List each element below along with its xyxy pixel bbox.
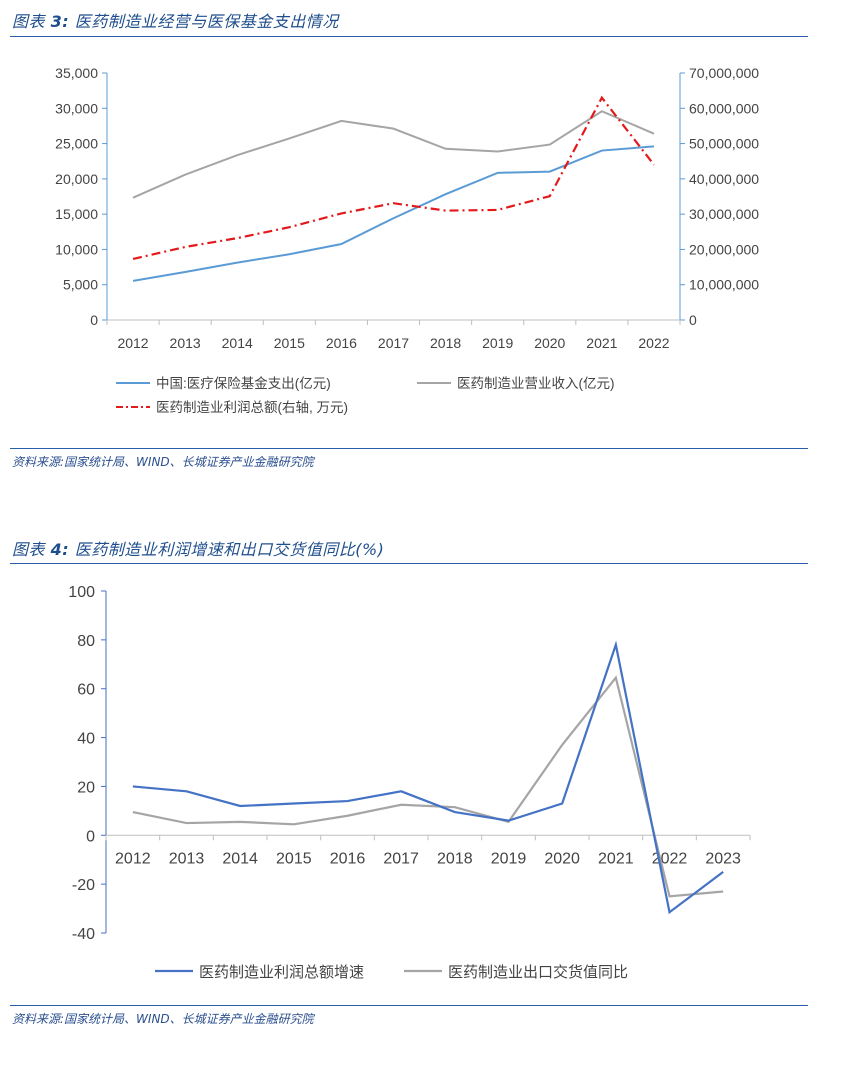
left-axis-tick-label: 20,000: [55, 171, 98, 187]
left-axis-tick-label: 15,000: [55, 206, 98, 222]
right-axis-tick-label: 30,000,000: [689, 206, 759, 222]
figure4-source: 资料来源:国家统计局、WIND、长城证券产业金融研究院: [12, 1012, 314, 1026]
figure4-title-text: 医药制造业利润增速和出口交货值同比(%): [74, 540, 385, 559]
y-axis-tick-label: 20: [77, 779, 95, 796]
legend-label-medical-insurance-spending: 中国:医疗保险基金支出(亿元): [156, 375, 331, 391]
x-axis-tick-label: 2014: [222, 335, 253, 351]
x-axis-tick-label: 2018: [437, 850, 473, 867]
x-axis-tick-label: 2014: [222, 850, 258, 867]
right-axis-tick-label: 0: [689, 312, 697, 328]
x-axis-tick-label: 2020: [534, 335, 565, 351]
figure3-source: 资料来源:国家统计局、WIND、长城证券产业金融研究院: [12, 455, 314, 469]
right-axis-tick-label: 70,000,000: [689, 65, 759, 81]
figure3-top-rule: [10, 36, 808, 37]
y-axis-tick-label: 100: [68, 584, 95, 601]
x-axis-tick-label: 2021: [586, 335, 617, 351]
figure3-title-prefix: 图表: [12, 12, 46, 31]
figure4-title: 图表 4: 医药制造业利润增速和出口交货值同比(%): [12, 536, 384, 560]
x-axis-tick-label: 2018: [430, 335, 461, 351]
figure4-top-rule: [10, 563, 808, 564]
legend-label-pharma-revenue: 医药制造业营业收入(亿元): [457, 376, 615, 391]
left-axis-tick-label: 0: [90, 312, 98, 328]
left-axis-tick-label: 5,000: [63, 277, 98, 293]
x-axis-tick-label: 2012: [117, 335, 148, 351]
x-axis-tick-label: 2019: [482, 335, 513, 351]
x-axis-tick-label: 2015: [274, 335, 305, 351]
x-axis-tick-label: 2021: [598, 850, 634, 867]
x-axis-tick-label: 2016: [326, 335, 357, 351]
y-axis-tick-label: -40: [72, 926, 95, 943]
figure3-bottom-rule: [10, 448, 808, 449]
left-axis-tick-label: 35,000: [55, 65, 98, 81]
chart2: 100 80 60 40 20 0 -20 -40 2012 2013 2014 2015 2016 20…: [68, 584, 751, 981]
figure4-title-prefix: 图表: [12, 540, 46, 559]
figure4-bottom-rule: [10, 1005, 808, 1006]
x-axis-tick-label: 2016: [330, 850, 366, 867]
series-line-pharma-revenue: [132, 110, 655, 199]
x-axis-tick-label: 2019: [491, 850, 527, 867]
legend-label-export-yoy: 医药制造业出口交货值同比: [448, 963, 628, 981]
right-axis-tick-label: 10,000,000: [689, 277, 759, 293]
right-axis-tick-label: 20,000,000: [689, 241, 759, 257]
right-axis-tick-label: 60,000,000: [689, 100, 759, 116]
left-axis-tick-label: 30,000: [55, 100, 98, 116]
x-axis-tick-label: 2012: [115, 850, 151, 867]
x-axis-tick-label: 2023: [705, 850, 741, 867]
series-line-export-yoy: [132, 675, 724, 898]
left-axis-tick-label: 25,000: [55, 136, 98, 152]
right-axis-tick-label: 40,000,000: [689, 171, 759, 187]
x-axis-tick-label: 2017: [378, 335, 409, 351]
x-axis-tick-label: 2013: [169, 850, 205, 867]
chart1: 0 5,000 10,000 15,000 20,000 25,000 30,000 35,0…: [55, 65, 759, 415]
x-axis-tick-label: 2022: [638, 335, 669, 351]
legend-label-profit-growth: 医药制造业利润总额增速: [199, 964, 364, 981]
x-axis-tick-label: 2017: [383, 850, 419, 867]
right-axis-tick-label: 50,000,000: [689, 136, 759, 152]
y-axis-tick-label: 60: [77, 682, 95, 699]
legend-label-pharma-profit: 医药制造业利润总额(右轴, 万元): [156, 400, 348, 415]
y-axis-tick-label: 40: [77, 731, 95, 748]
x-axis-tick-label: 2020: [544, 850, 580, 867]
y-axis-tick-label: 0: [86, 828, 95, 845]
figure3-title-text: 医药制造业经营与医保基金支出情况: [74, 12, 339, 31]
y-axis-tick-label: 80: [77, 633, 95, 650]
y-axis-tick-label: -20: [72, 877, 95, 894]
figure3-title-num: 3:: [50, 12, 70, 31]
x-axis-tick-label: 2015: [276, 850, 312, 867]
series-line-pharma-profit: [132, 95, 655, 261]
left-axis-tick-label: 10,000: [55, 241, 98, 257]
series-line-profit-growth: [132, 640, 724, 915]
figure3-title: 图表 3: 医药制造业经营与医保基金支出情况: [12, 8, 339, 32]
x-axis-tick-label: 2013: [170, 335, 201, 351]
series-line-medical-insurance-spending: [132, 145, 655, 282]
figure4-title-num: 4:: [50, 540, 70, 559]
